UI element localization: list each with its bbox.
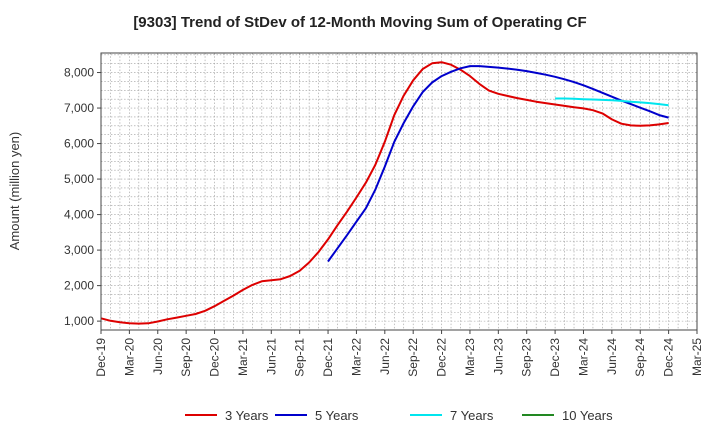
grid bbox=[101, 53, 697, 330]
x-tick-label: Jun-23 bbox=[491, 338, 505, 375]
x-tick-label: Mar-25 bbox=[690, 338, 704, 376]
legend-label: 7 Years bbox=[450, 408, 494, 423]
series-line-5-years bbox=[327, 65, 669, 263]
x-axis: Dec-19 Mar-20 Jun-20 Sep-20 Dec-20 Mar-21 Jun-… bbox=[94, 330, 704, 377]
series-lines bbox=[100, 61, 669, 325]
x-tick-label: Dec-22 bbox=[435, 338, 449, 377]
legend-label: 10 Years bbox=[562, 408, 613, 423]
x-tick-label: Dec-21 bbox=[321, 338, 335, 377]
y-tick-label: 1,000 bbox=[64, 314, 94, 328]
y-tick-label: 2,000 bbox=[64, 279, 94, 293]
series-line-3-years bbox=[100, 61, 669, 325]
y-axis: 1,000 2,000 3,000 4,000 5,000 6,000 7,000 8,000 bbox=[64, 66, 101, 328]
x-tick-label: Dec-19 bbox=[94, 338, 108, 377]
x-tick-label: Sep-24 bbox=[633, 338, 647, 377]
x-tick-label: Jun-24 bbox=[605, 338, 619, 375]
series-line-7-years bbox=[555, 97, 669, 107]
x-tick-label: Dec-23 bbox=[548, 338, 562, 377]
x-tick-label: Sep-20 bbox=[179, 338, 193, 377]
y-tick-label: 8,000 bbox=[64, 66, 94, 80]
y-tick-label: 7,000 bbox=[64, 101, 94, 115]
x-tick-label: Jun-22 bbox=[378, 338, 392, 375]
x-tick-label: Sep-22 bbox=[406, 338, 420, 377]
legend-label: 3 Years bbox=[225, 408, 269, 423]
x-tick-label: Dec-20 bbox=[208, 338, 222, 377]
y-axis-title: Amount (million yen) bbox=[7, 132, 22, 251]
x-tick-label: Dec-24 bbox=[662, 338, 676, 377]
y-tick-label: 5,000 bbox=[64, 172, 94, 186]
x-tick-label: Sep-21 bbox=[293, 338, 307, 377]
x-tick-label: Mar-20 bbox=[122, 338, 136, 376]
chart-title: [9303] Trend of StDev of 12-Month Moving… bbox=[133, 14, 587, 31]
y-tick-label: 4,000 bbox=[64, 208, 94, 222]
legend-label: 5 Years bbox=[315, 408, 359, 423]
plot-frame bbox=[100, 52, 698, 331]
x-tick-label: Mar-23 bbox=[463, 338, 477, 376]
x-tick-label: Sep-23 bbox=[520, 338, 534, 377]
x-tick-label: Jun-21 bbox=[264, 338, 278, 375]
y-tick-label: 3,000 bbox=[64, 243, 94, 257]
x-tick-label: Mar-21 bbox=[236, 338, 250, 376]
y-tick-label: 6,000 bbox=[64, 137, 94, 151]
x-tick-label: Mar-24 bbox=[576, 338, 590, 376]
x-tick-label: Mar-22 bbox=[349, 338, 363, 376]
x-tick-label: Jun-20 bbox=[151, 338, 165, 375]
legend: 3 Years 5 Years 7 Years 10 Years bbox=[185, 408, 613, 423]
